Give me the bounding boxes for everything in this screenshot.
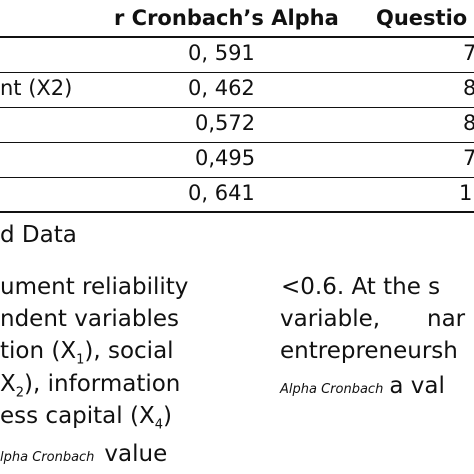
alpha-value: 0, 591 <box>188 41 255 65</box>
text-line: variable, <box>280 306 381 332</box>
text-line: entrepreneursh <box>280 338 458 364</box>
question-count: 8 <box>463 111 474 135</box>
row-divider <box>0 107 474 108</box>
text-line: nar <box>427 306 466 332</box>
question-count: 8 <box>463 76 474 100</box>
table-bottom-rule <box>0 211 474 213</box>
text-line: X2), information <box>0 371 181 401</box>
row-divider <box>0 72 474 73</box>
text-line: ument reliability <box>0 274 189 300</box>
alpha-value: 0,572 <box>195 111 256 135</box>
header-cronbach-alpha: r Cronbach’s Alpha <box>114 6 339 30</box>
text-line: ndent variables <box>0 306 180 332</box>
text-line: <0.6. At the s <box>281 274 441 300</box>
table-source: d Data <box>0 222 77 248</box>
row-label: nt (X2) <box>0 76 73 100</box>
header-questions: Questio <box>376 6 468 30</box>
question-count: 7 <box>463 41 474 65</box>
row-divider <box>0 177 474 178</box>
question-count: 1 <box>459 181 473 205</box>
text-line: lpha Cronbach value <box>0 441 168 467</box>
text-line: ess capital (X4) <box>0 403 172 433</box>
alpha-value: 0, 641 <box>188 181 255 205</box>
question-count: 7 <box>463 146 474 170</box>
alpha-value: 0,495 <box>195 146 256 170</box>
row-divider <box>0 142 474 143</box>
text-line: Alpha Cronbach a val <box>280 373 445 399</box>
alpha-value: 0, 462 <box>188 76 255 100</box>
header-rule <box>0 36 474 38</box>
text-line: tion (X1), social <box>0 338 174 368</box>
